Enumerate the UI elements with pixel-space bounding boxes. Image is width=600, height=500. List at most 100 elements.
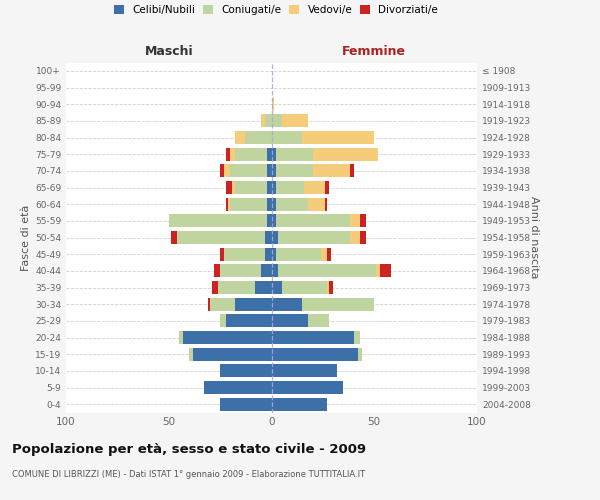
Bar: [308, 314, 329, 328]
Bar: [271, 181, 275, 194]
Bar: [232, 181, 235, 194]
Bar: [271, 348, 358, 360]
Bar: [229, 198, 230, 210]
Bar: [278, 231, 350, 244]
Bar: [275, 181, 304, 194]
Bar: [226, 181, 232, 194]
Bar: [275, 248, 321, 260]
Bar: [275, 164, 313, 177]
Bar: [265, 248, 271, 260]
Bar: [235, 131, 245, 144]
Bar: [226, 314, 271, 328]
Bar: [220, 364, 271, 378]
Bar: [245, 131, 271, 144]
Bar: [275, 148, 313, 160]
Bar: [360, 214, 366, 228]
Bar: [321, 248, 327, 260]
Bar: [230, 164, 268, 177]
Bar: [177, 231, 265, 244]
Bar: [271, 114, 282, 128]
Bar: [271, 331, 354, 344]
Bar: [171, 231, 177, 244]
Bar: [214, 264, 220, 278]
Bar: [271, 214, 275, 228]
Bar: [271, 248, 275, 260]
Bar: [271, 364, 337, 378]
Legend: Celibi/Nubili, Coniugati/e, Vedovi/e, Divorziati/e: Celibi/Nubili, Coniugati/e, Vedovi/e, Di…: [114, 5, 438, 15]
Bar: [302, 131, 374, 144]
Bar: [226, 148, 230, 160]
Text: Maschi: Maschi: [145, 44, 193, 58]
Bar: [271, 264, 278, 278]
Bar: [226, 198, 229, 210]
Bar: [271, 314, 308, 328]
Bar: [179, 331, 183, 344]
Bar: [275, 214, 350, 228]
Bar: [235, 181, 268, 194]
Bar: [271, 231, 278, 244]
Bar: [235, 298, 271, 310]
Bar: [203, 381, 271, 394]
Bar: [220, 164, 224, 177]
Y-axis label: Fasce di età: Fasce di età: [21, 204, 31, 270]
Bar: [169, 214, 268, 228]
Bar: [313, 148, 379, 160]
Bar: [350, 231, 360, 244]
Bar: [271, 164, 275, 177]
Bar: [325, 181, 329, 194]
Bar: [329, 281, 333, 294]
Bar: [220, 248, 224, 260]
Bar: [271, 131, 302, 144]
Bar: [230, 198, 268, 210]
Bar: [313, 164, 350, 177]
Text: Popolazione per età, sesso e stato civile - 2009: Popolazione per età, sesso e stato civil…: [12, 442, 366, 456]
Bar: [354, 331, 360, 344]
Bar: [327, 248, 331, 260]
Bar: [261, 264, 271, 278]
Bar: [220, 314, 226, 328]
Bar: [282, 281, 327, 294]
Bar: [255, 281, 271, 294]
Bar: [268, 181, 271, 194]
Bar: [302, 298, 374, 310]
Bar: [268, 148, 271, 160]
Bar: [350, 214, 360, 228]
Text: Femmine: Femmine: [342, 44, 406, 58]
Bar: [268, 198, 271, 210]
Bar: [271, 98, 274, 110]
Bar: [278, 264, 376, 278]
Bar: [230, 148, 235, 160]
Bar: [271, 298, 302, 310]
Bar: [190, 348, 193, 360]
Bar: [376, 264, 380, 278]
Bar: [350, 164, 354, 177]
Bar: [308, 198, 325, 210]
Bar: [271, 398, 327, 410]
Bar: [224, 248, 265, 260]
Bar: [268, 214, 271, 228]
Bar: [275, 198, 308, 210]
Bar: [271, 381, 343, 394]
Bar: [261, 114, 265, 128]
Bar: [271, 198, 275, 210]
Bar: [282, 114, 308, 128]
Bar: [220, 398, 271, 410]
Bar: [235, 148, 268, 160]
Bar: [360, 231, 366, 244]
Bar: [268, 164, 271, 177]
Bar: [212, 281, 218, 294]
Bar: [224, 164, 230, 177]
Bar: [265, 231, 271, 244]
Bar: [304, 181, 325, 194]
Bar: [325, 198, 327, 210]
Bar: [265, 114, 271, 128]
Text: COMUNE DI LIBRIZZI (ME) - Dati ISTAT 1° gennaio 2009 - Elaborazione TUTTITALIA.I: COMUNE DI LIBRIZZI (ME) - Dati ISTAT 1° …: [12, 470, 365, 479]
Bar: [271, 148, 275, 160]
Bar: [380, 264, 391, 278]
Bar: [327, 281, 329, 294]
Bar: [271, 281, 282, 294]
Bar: [210, 298, 235, 310]
Bar: [208, 298, 210, 310]
Bar: [220, 264, 261, 278]
Bar: [358, 348, 362, 360]
